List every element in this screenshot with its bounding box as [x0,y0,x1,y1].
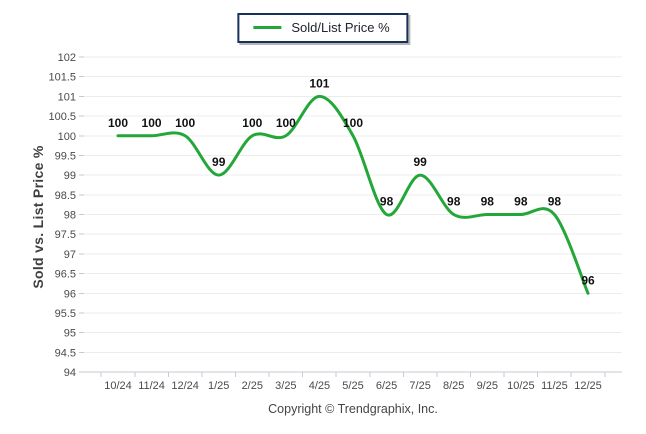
x-tick-label: 10/24 [104,380,132,392]
legend-line-swatch [253,26,282,29]
y-tick-label: 102 [58,52,76,64]
y-tick-label: 98.5 [55,190,76,202]
x-tick-label: 4/25 [309,380,330,392]
y-tick-label: 96 [64,288,76,300]
x-tick-label: 12/24 [171,380,199,392]
data-label: 99 [212,155,226,169]
data-label: 96 [581,273,595,287]
data-label: 98 [514,195,528,209]
y-tick-label: 101 [58,91,76,103]
y-tick-label: 100 [58,131,76,143]
x-tick-label: 8/25 [443,380,464,392]
x-tick-label: 1/25 [208,380,229,392]
data-label: 98 [447,195,461,209]
y-tick-label: 98 [64,210,76,222]
data-label: 99 [413,155,427,169]
y-tick-label: 96.5 [55,269,76,281]
y-tick-label: 100.5 [48,111,76,123]
y-tick-label: 97 [64,249,76,261]
x-tick-label: 12/25 [574,380,602,392]
y-tick-label: 94 [64,367,76,379]
data-label: 98 [548,195,562,209]
legend: Sold/List Price % [237,13,409,43]
y-tick-label: 94.5 [55,347,76,359]
y-tick-label: 97.5 [55,229,76,241]
data-label: 100 [175,116,195,130]
x-tick-label: 6/25 [376,380,397,392]
data-label: 100 [242,116,262,130]
y-tick-label: 101.5 [48,72,76,84]
x-tick-label: 11/24 [138,380,165,392]
data-label: 100 [276,116,296,130]
y-tick-label: 95 [64,328,76,340]
y-tick-label: 95.5 [55,308,76,320]
x-tick-label: 7/25 [409,380,430,392]
x-tick-label: 2/25 [242,380,263,392]
x-tick-label: 11/25 [541,380,568,392]
data-label: 100 [142,116,162,130]
series-line-sold-list-price [116,94,590,295]
copyright-text: Copyright © Trendgraphix, Inc. [268,402,438,416]
data-label: 98 [481,195,495,209]
y-tick-label: 99 [64,170,76,182]
data-label: 100 [108,116,128,130]
data-label: 101 [309,76,329,90]
line-chart-canvas: 102 101.5 101 100.5 100 99.5 99 98.5 98 97.5 97 96.… [48,52,622,392]
data-label: 98 [380,195,394,209]
x-tick-label: 3/25 [275,380,296,392]
x-tick-label: 9/25 [477,380,498,392]
data-label: 100 [343,116,363,130]
x-tick-label: 10/25 [507,380,535,392]
y-tick-label: 99.5 [55,150,76,162]
x-tick-label: 5/25 [342,380,363,392]
legend-label: Sold/List Price % [291,20,390,35]
